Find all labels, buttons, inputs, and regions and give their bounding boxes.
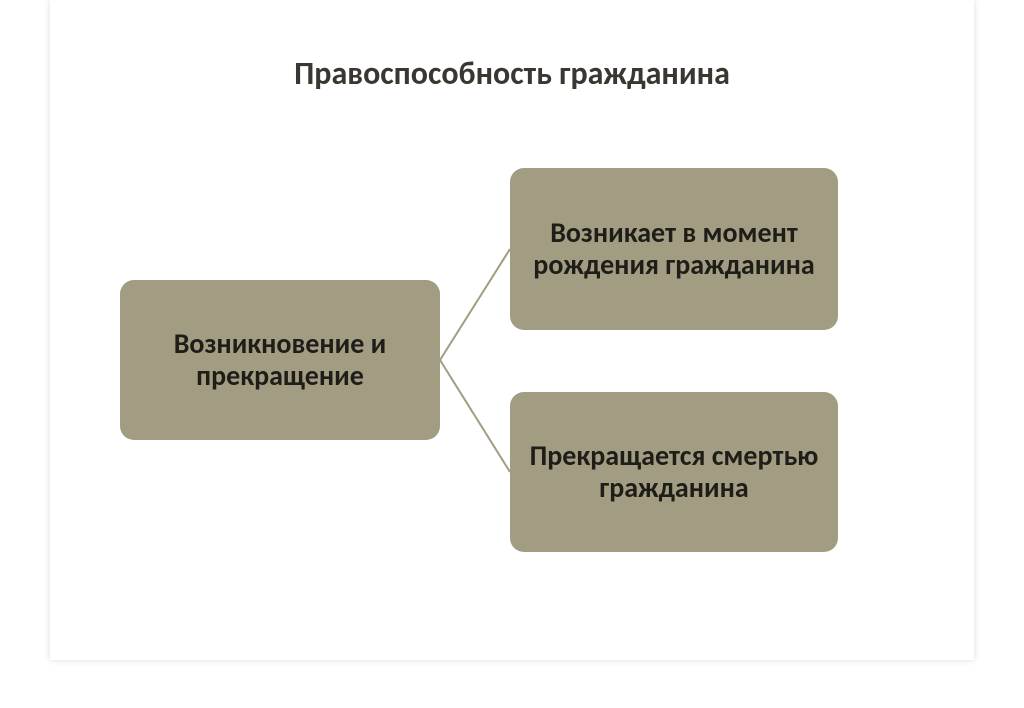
edge-0 (440, 249, 510, 360)
node-child1: Возникает в момент рождения гражданина (510, 168, 838, 330)
node-root-label: Возникновение и прекращение (132, 328, 428, 392)
slide-title: Правоспособность гражданина (50, 54, 974, 93)
edge-1 (440, 360, 510, 472)
node-child2-label: Прекращается смертью гражданина (522, 440, 826, 504)
node-child1-label: Возникает в момент рождения гражданина (522, 217, 826, 281)
node-root: Возникновение и прекращение (120, 280, 440, 440)
slide-canvas: Правоспособность гражданина Возникновени… (50, 0, 974, 660)
node-child2: Прекращается смертью гражданина (510, 392, 838, 552)
